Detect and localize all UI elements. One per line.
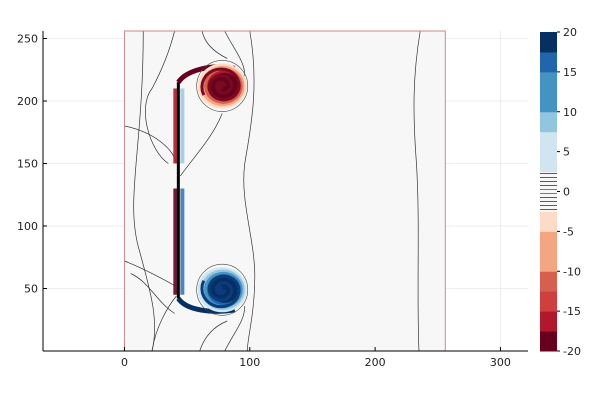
colorbar-level — [540, 111, 557, 133]
contour-line — [201, 30, 228, 59]
contour-line — [151, 295, 177, 352]
colorbar-level — [540, 32, 557, 53]
colorbar-level — [540, 291, 557, 312]
colorbar-tick-label: 15 — [563, 66, 577, 79]
colorbar-level — [540, 231, 557, 252]
contour-line — [224, 30, 246, 77]
contour-line — [124, 260, 176, 287]
contour-line — [145, 30, 175, 164]
x-tick-label: 0 — [121, 356, 128, 369]
contour-line — [180, 113, 223, 177]
contour-line — [243, 30, 256, 352]
axes: 0 100 200 300 50 100 150 200 250 — [17, 31, 528, 369]
colorbar-tick-label: -15 — [563, 305, 581, 318]
contour-line — [199, 320, 228, 352]
colorbar-tick-label: 20 — [563, 26, 577, 39]
colorbar-level — [540, 211, 557, 232]
vortex-contour — [196, 60, 249, 112]
y-tick-label: 100 — [17, 220, 38, 233]
colorbar-tick-label: -10 — [563, 265, 581, 278]
y-tick-label: 250 — [17, 33, 38, 46]
plot-area — [123, 30, 446, 352]
colorbar-level — [540, 151, 557, 173]
colorbar-tick-label: 0 — [563, 186, 570, 199]
x-tick-label: 300 — [490, 356, 511, 369]
colorbar-level — [540, 311, 557, 332]
colorbar-tick-label: -5 — [563, 225, 574, 238]
contour-line — [413, 30, 421, 352]
colorbar-level — [540, 271, 557, 292]
x-tick-label: 100 — [239, 356, 260, 369]
y-tick-label: 50 — [24, 283, 38, 296]
shear-left — [173, 88, 178, 164]
colorbar-tick-label: 5 — [563, 146, 570, 159]
vortex-core — [215, 284, 224, 295]
colorbar-tick-label: 10 — [563, 106, 577, 119]
shear-right — [180, 188, 185, 295]
field-background — [124, 31, 446, 351]
x-tick-label: 200 — [365, 356, 386, 369]
shear-layer-bottom — [173, 188, 185, 295]
contour-line — [130, 273, 175, 314]
y-tick-label: 200 — [17, 95, 38, 108]
colorbar: -20 -15 -10 -5 0 5 10 15 20 — [540, 26, 581, 358]
colorbar-level — [540, 331, 557, 352]
shear-right — [180, 88, 185, 164]
colorbar-level — [540, 251, 557, 272]
contour-line — [224, 305, 246, 352]
colorbar-level — [540, 51, 557, 73]
shear-layer-top — [173, 88, 185, 164]
vortex-top — [196, 60, 249, 112]
y-tick-label: 150 — [17, 158, 38, 171]
shear-left — [173, 188, 178, 295]
vortex-contour — [196, 263, 249, 316]
colorbar-level — [540, 71, 557, 93]
colorbar-level — [540, 131, 557, 153]
colorbar-level — [540, 91, 557, 113]
colorbar-tick-label: -20 — [563, 345, 581, 358]
contour-line — [133, 30, 155, 352]
vortex-bottom — [196, 263, 249, 316]
vortex-core — [215, 81, 224, 91]
